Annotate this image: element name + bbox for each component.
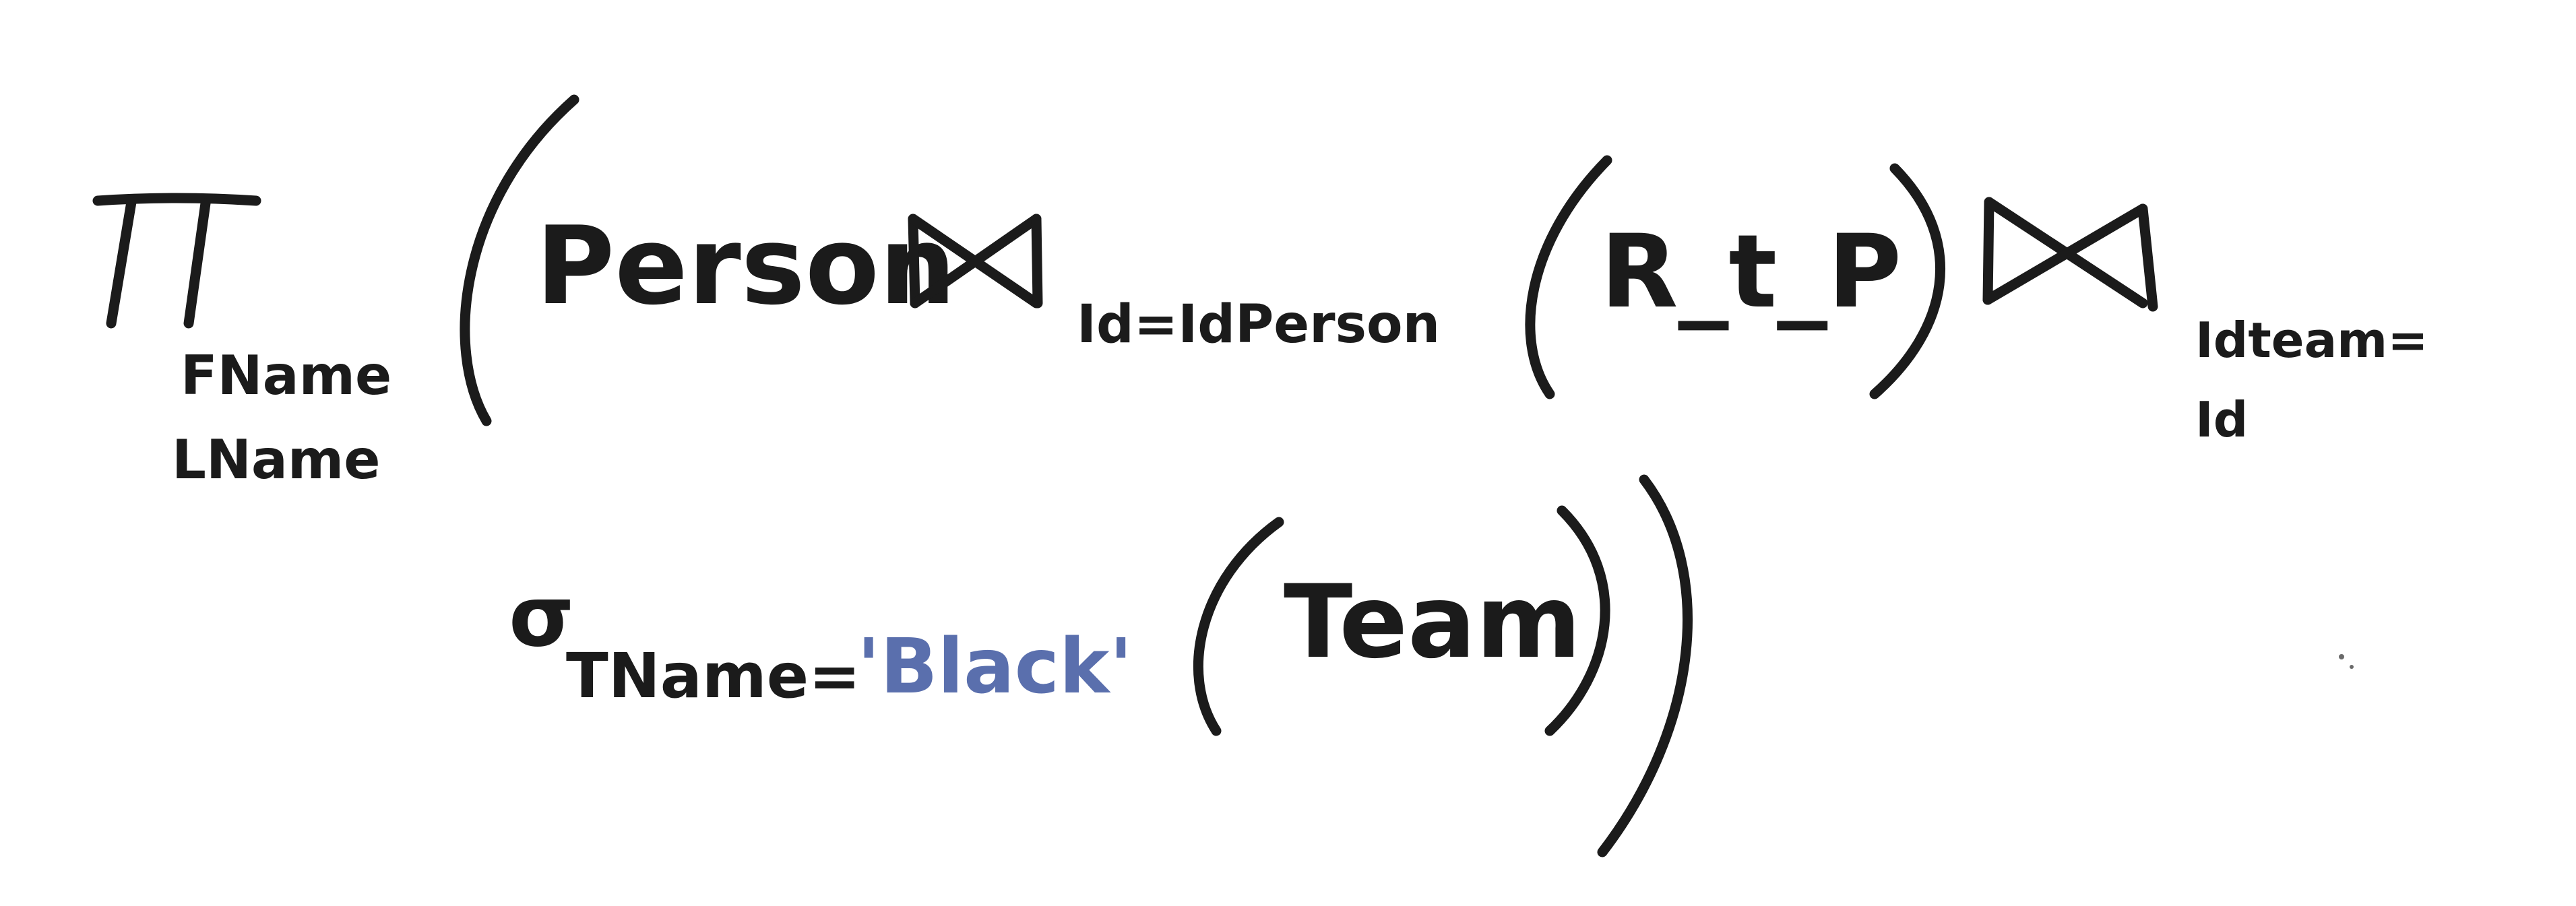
join-2-left-bar [1982,197,1994,305]
selection-condition-prefix: TName= [566,640,860,712]
projection-attribute-fname: FName [181,344,391,407]
projection-symbol-left-leg [106,197,137,329]
scan-speck [2339,654,2344,659]
join-2-right-bar [2137,203,2158,312]
join-2-condition-line2: Id [2195,391,2248,448]
join-symbol-2 [1982,197,2158,312]
join-2-condition-line1: Idteam= [2195,312,2428,368]
relation-team: Team [1284,564,1581,681]
projection-symbol [92,193,261,329]
join-1-right-bar [1031,214,1043,309]
team-right-paren [1544,505,1610,736]
projection-attribute-lname: LName [172,428,381,491]
selection-value: 'Black' [857,623,1133,711]
inner-left-paren [1525,155,1612,399]
join-1-diagonal-up [910,214,1042,309]
outer-left-paren [460,94,579,426]
inner-right-paren [1869,163,1946,399]
join-1-left-bar [908,214,920,309]
projection-symbol-right-leg [183,198,211,329]
scan-speck [2350,665,2354,669]
relation-link-table: R_t_P [1600,214,1902,331]
join-1-condition: Id=IdPerson [1077,294,1440,355]
projection-symbol-bar [92,193,261,206]
selection-symbol: σ [509,568,574,666]
join-2-diagonal-up [1982,203,2148,305]
relation-person: Person [536,203,956,329]
team-left-paren [1193,517,1284,736]
outer-right-paren [1597,474,1693,858]
join-symbol-1 [908,214,1043,309]
